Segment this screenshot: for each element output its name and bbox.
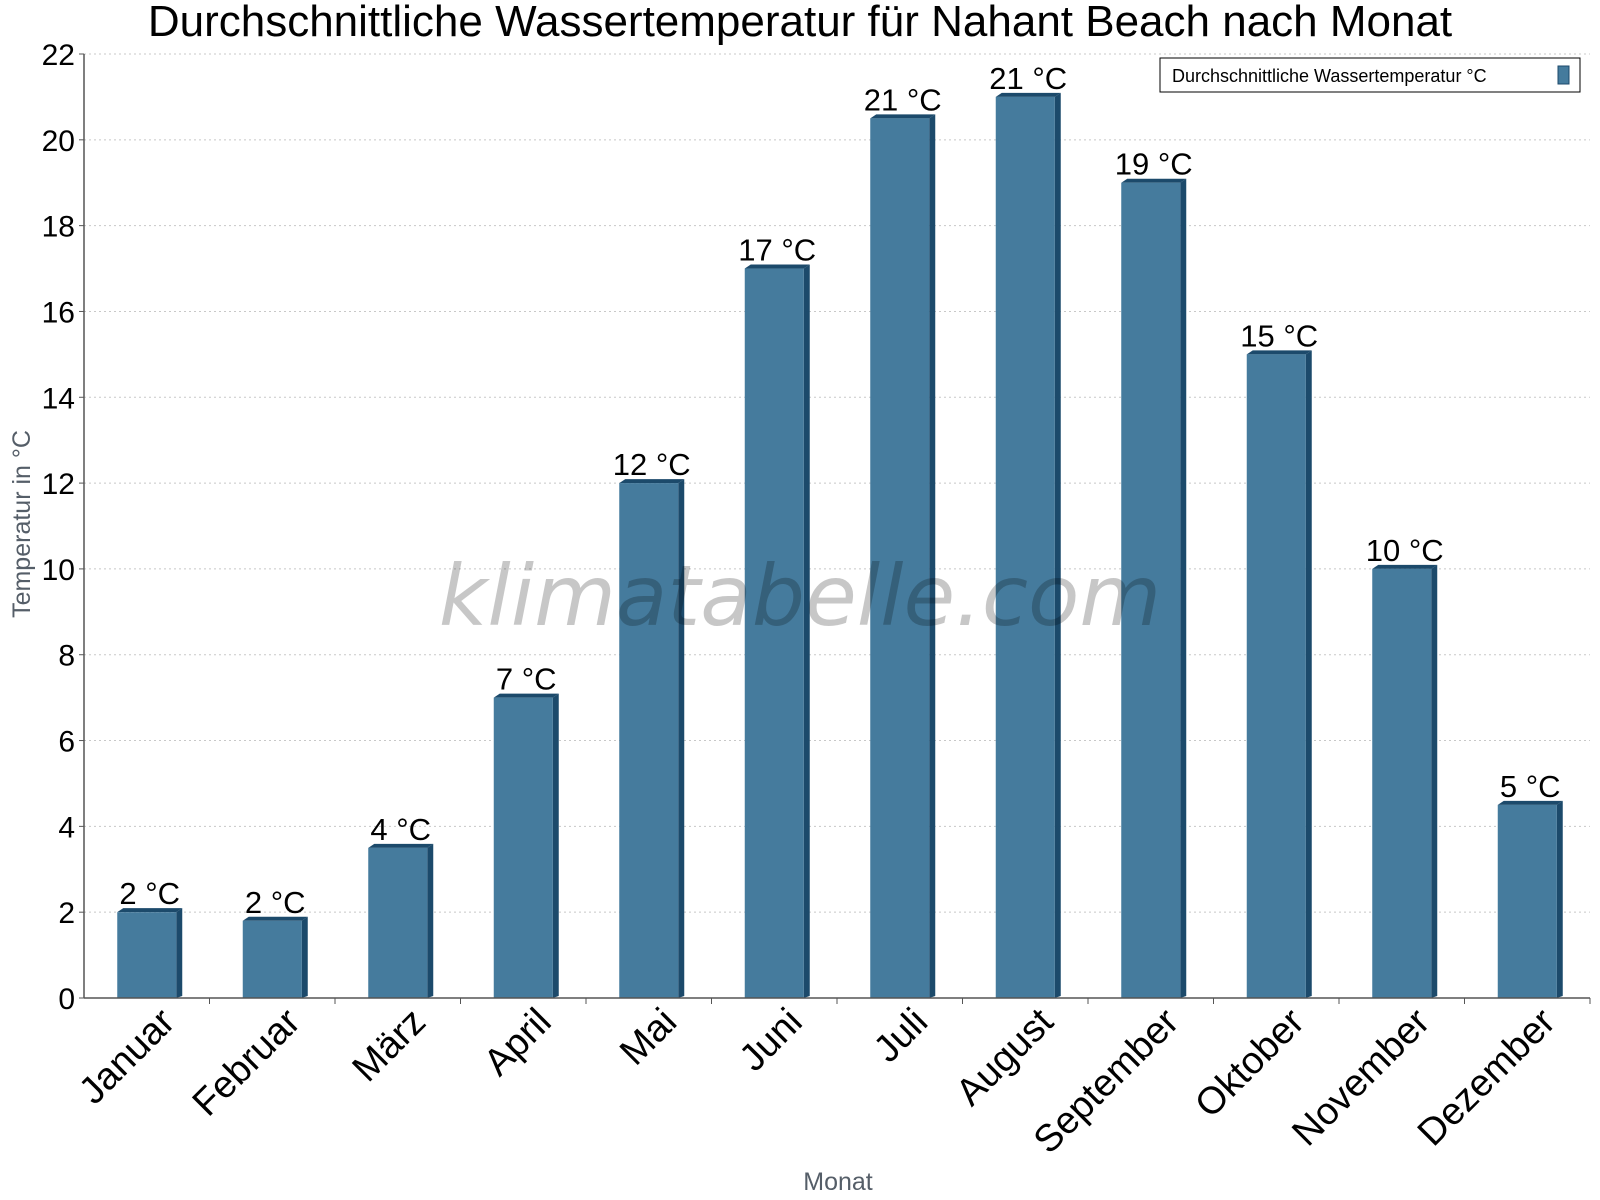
y-tick-label: 20 xyxy=(42,125,75,158)
y-tick-label: 18 xyxy=(42,211,75,244)
bar xyxy=(1121,182,1181,998)
bar-top xyxy=(1372,564,1438,569)
x-tick-label: März xyxy=(345,1001,434,1090)
data-label: 19 °C xyxy=(1115,147,1193,182)
bar-side xyxy=(1180,178,1187,998)
bar-top xyxy=(242,916,308,921)
bar-side xyxy=(427,843,434,998)
bar xyxy=(744,268,804,999)
bar xyxy=(117,912,177,998)
data-label: 21 °C xyxy=(989,61,1067,96)
bar xyxy=(1497,804,1557,998)
data-label: 2 °C xyxy=(245,885,306,920)
legend-box xyxy=(1159,57,1581,93)
y-tick-label: 0 xyxy=(58,983,75,1016)
bar-top xyxy=(1246,350,1312,355)
bars xyxy=(117,92,1563,999)
bar xyxy=(368,847,428,998)
grid-lines xyxy=(84,53,1590,913)
data-label: 5 °C xyxy=(1500,769,1561,804)
bar-top xyxy=(744,264,810,269)
bar-side xyxy=(678,479,685,998)
watermark: klimatabelle.com xyxy=(439,547,1162,645)
bar-side xyxy=(803,264,810,999)
bar xyxy=(619,483,679,998)
bar-side xyxy=(552,693,559,998)
y-tick-label: 8 xyxy=(58,640,75,673)
data-label: 15 °C xyxy=(1240,318,1318,353)
legend-swatch xyxy=(1557,65,1570,85)
x-tick-label: Januar xyxy=(71,1000,183,1112)
y-tick-label: 14 xyxy=(42,382,75,415)
x-axis-label: Monat xyxy=(803,1168,873,1196)
bar xyxy=(1372,568,1432,998)
x-tick-label: August xyxy=(948,1000,1062,1114)
data-label: 4 °C xyxy=(370,812,431,847)
bar-top xyxy=(1497,800,1563,805)
data-label: 12 °C xyxy=(613,447,691,482)
data-labels: 2 °C 2 °C 4 °C 7 °C 12 °C 17 °C 21 °C 21 °C 19 °… xyxy=(119,61,1560,920)
bar-top xyxy=(619,479,685,484)
bar-side xyxy=(1431,564,1438,998)
bar xyxy=(870,118,930,998)
bar-top xyxy=(117,908,183,913)
y-tick-label: 16 xyxy=(42,296,75,329)
bar-top xyxy=(870,114,936,119)
y-tick-label: 10 xyxy=(42,554,75,587)
bar-top xyxy=(1121,178,1187,183)
bar-side xyxy=(1054,92,1061,999)
bar-side xyxy=(929,114,936,998)
axes xyxy=(79,53,1591,1004)
data-label: 21 °C xyxy=(864,82,942,117)
data-label: 7 °C xyxy=(496,662,557,697)
data-label: 17 °C xyxy=(738,233,816,268)
bar-side xyxy=(1305,350,1312,998)
bar-side xyxy=(1556,800,1563,998)
y-tick-label: 2 xyxy=(58,897,75,930)
data-label: 2 °C xyxy=(119,876,180,911)
x-tick-label: April xyxy=(476,1001,559,1084)
x-tick-label: Juli xyxy=(866,1001,936,1071)
y-tick-label: 22 xyxy=(42,39,75,72)
bar-top xyxy=(368,843,434,848)
bar xyxy=(493,697,553,998)
bar-side xyxy=(176,908,183,998)
y-tick-labels: 0 2 4 6 8 10 12 14 16 18 20 22 xyxy=(42,39,75,1016)
x-tick-label: Dezember xyxy=(1410,1000,1564,1154)
data-label: 10 °C xyxy=(1366,533,1444,568)
bar-top xyxy=(493,693,559,698)
bar-top xyxy=(995,92,1061,97)
y-tick-label: 12 xyxy=(42,468,75,501)
legend-label: Durchschnittliche Wassertemperatur °C xyxy=(1172,66,1487,86)
legend: Durchschnittliche Wassertemperatur °C xyxy=(1159,57,1581,93)
y-tick-label: 4 xyxy=(58,811,75,844)
y-tick-label: 6 xyxy=(58,726,75,759)
bar-side xyxy=(301,916,308,998)
bar xyxy=(242,920,302,998)
x-tick-label: Juni xyxy=(732,1001,811,1080)
x-tick-label: Februar xyxy=(185,1000,309,1124)
bar xyxy=(995,96,1055,999)
chart-title: Durchschnittliche Wassertemperatur für N… xyxy=(148,0,1452,46)
x-tick-label: Oktober xyxy=(1187,1000,1313,1126)
bar xyxy=(1246,354,1306,998)
x-tick-labels: Januar Februar März April Mai Juni Juli AugustS… xyxy=(71,1000,1564,1161)
y-axis-label: Temperatur in °C xyxy=(8,430,36,618)
x-tick-label: Mai xyxy=(612,1001,685,1074)
